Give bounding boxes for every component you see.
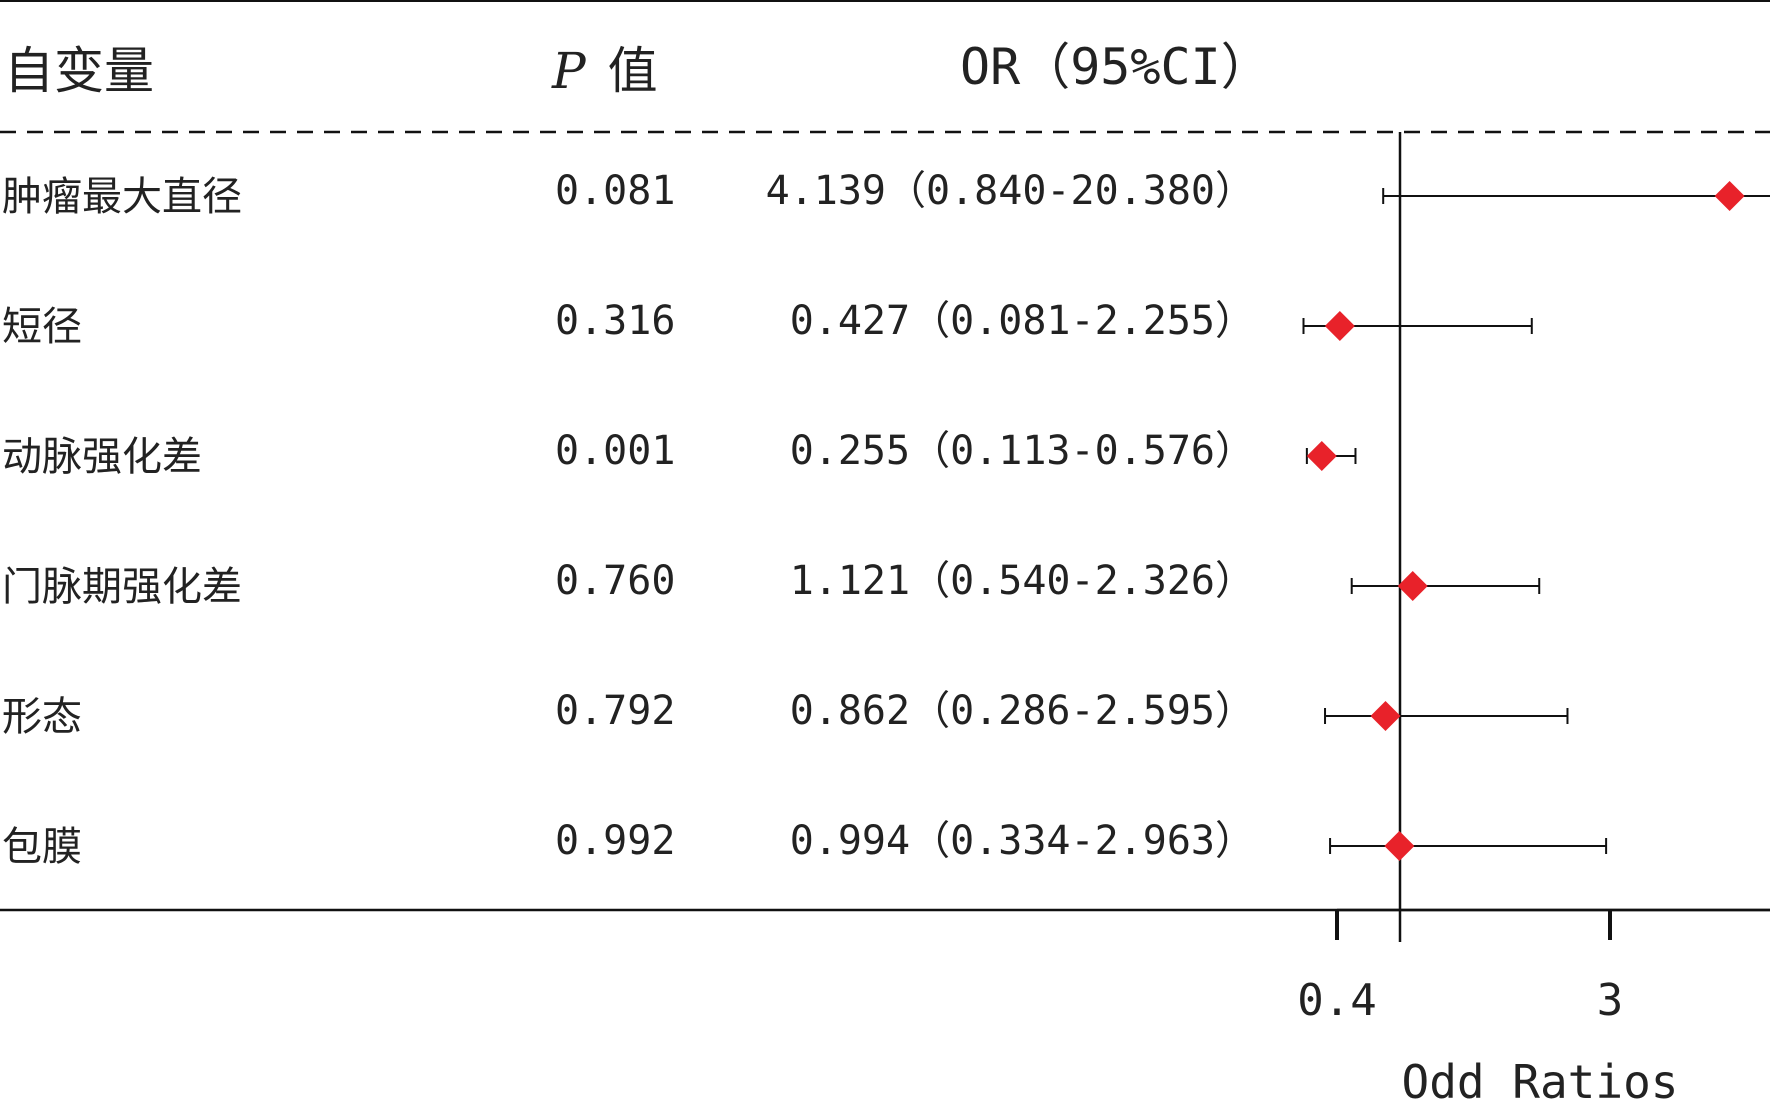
table-row: 动脉强化差 0.001 0.255（0.113-0.576） (2, 428, 1255, 480)
forest-point (1382, 181, 1770, 211)
table-row: 包膜 0.992 0.994（0.334-2.963） (2, 818, 1255, 870)
or-marker (1384, 831, 1415, 861)
header-or: OR（95%CI） (960, 38, 1271, 96)
table-row: 短径 0.316 0.427（0.081-2.255） (2, 298, 1255, 350)
or-marker (1370, 701, 1401, 731)
or-marker (1397, 571, 1428, 601)
or-marker (1306, 441, 1337, 471)
row-or-ci: 0.427（0.081-2.255） (790, 298, 1255, 344)
row-p-value: 0.316 (555, 298, 675, 344)
table-row: 肿瘤最大直径 0.081 4.139（0.840-20.380） (2, 168, 1255, 220)
x-tick-label: 0.4 (1297, 975, 1376, 1026)
table-row: 门脉期强化差 0.760 1.121（0.540-2.326） (2, 558, 1255, 610)
forest-point (1350, 571, 1541, 601)
forest-point (1324, 701, 1569, 731)
row-p-value: 0.792 (555, 688, 675, 734)
row-variable: 短径 (2, 304, 82, 350)
x-tick-label: 3 (1597, 975, 1624, 1026)
row-variable: 包膜 (2, 824, 82, 870)
row-or-ci: 1.121（0.540-2.326） (790, 558, 1255, 604)
forest-point (1305, 441, 1357, 471)
row-p-value: 0.001 (555, 428, 675, 474)
row-variable: 肿瘤最大直径 (2, 174, 242, 220)
forest-point (1302, 311, 1533, 341)
header-p-italic: P (551, 42, 587, 100)
header-p-suffix: 值 (608, 42, 658, 100)
header-variable: 自变量 (4, 42, 154, 100)
row-or-ci: 0.862（0.286-2.595） (790, 688, 1255, 734)
row-or-ci: 4.139（0.840-20.380） (766, 168, 1255, 214)
or-marker (1324, 311, 1355, 341)
or-marker (1714, 181, 1745, 211)
table-row: 形态 0.792 0.862（0.286-2.595） (2, 688, 1255, 740)
row-or-ci: 0.994（0.334-2.963） (790, 818, 1255, 864)
row-or-ci: 0.255（0.113-0.576） (790, 428, 1255, 474)
row-p-value: 0.081 (555, 168, 675, 214)
row-variable: 门脉期强化差 (2, 564, 242, 610)
forest-point (1329, 831, 1608, 861)
row-p-value: 0.992 (555, 818, 675, 864)
row-variable: 动脉强化差 (2, 434, 202, 480)
row-variable: 形态 (2, 694, 82, 740)
table-rows: 肿瘤最大直径 0.081 4.139（0.840-20.380） 短径 0.316 0.4… (2, 168, 1255, 870)
row-p-value: 0.760 (555, 558, 675, 604)
x-axis-title: Odd Ratios (1402, 1055, 1679, 1106)
x-axis: 0.4357 (1297, 908, 1770, 1026)
forest-marks (1302, 132, 1770, 942)
